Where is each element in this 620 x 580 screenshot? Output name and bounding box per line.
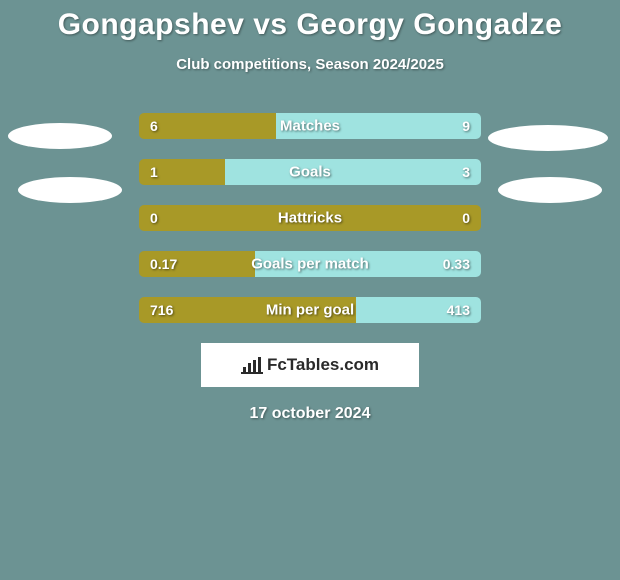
comparison-row: Hattricks00 [0, 205, 620, 231]
comparison-infographic: Gongapshev vs Georgy Gongadze Club compe… [0, 0, 620, 580]
decorative-oval [498, 177, 602, 203]
bar-segment-left [139, 297, 356, 323]
bar-segment-right [255, 251, 481, 277]
bar-segment-left [139, 159, 225, 185]
bar-track [139, 251, 481, 277]
comparison-row: Goals per match0.170.33 [0, 251, 620, 277]
bar-segment-left [139, 113, 276, 139]
decorative-oval [18, 177, 122, 203]
bar-segment-left [139, 251, 255, 277]
source-logo-text: FcTables.com [267, 355, 379, 375]
bar-segment-left [139, 205, 481, 231]
bar-chart-icon [241, 356, 263, 374]
bar-track [139, 113, 481, 139]
bar-track [139, 159, 481, 185]
decorative-oval [488, 125, 608, 151]
bar-segment-right [276, 113, 481, 139]
decorative-oval [8, 123, 112, 149]
bar-segment-right [225, 159, 482, 185]
page-title: Gongapshev vs Georgy Gongadze [0, 0, 620, 42]
bar-track [139, 297, 481, 323]
source-logo-box: FcTables.com [201, 343, 419, 387]
bar-segment-right [356, 297, 481, 323]
comparison-row: Min per goal716413 [0, 297, 620, 323]
source-logo: FcTables.com [241, 355, 379, 375]
as-of-date: 17 october 2024 [0, 405, 620, 423]
page-subtitle: Club competitions, Season 2024/2025 [0, 56, 620, 73]
bar-track [139, 205, 481, 231]
